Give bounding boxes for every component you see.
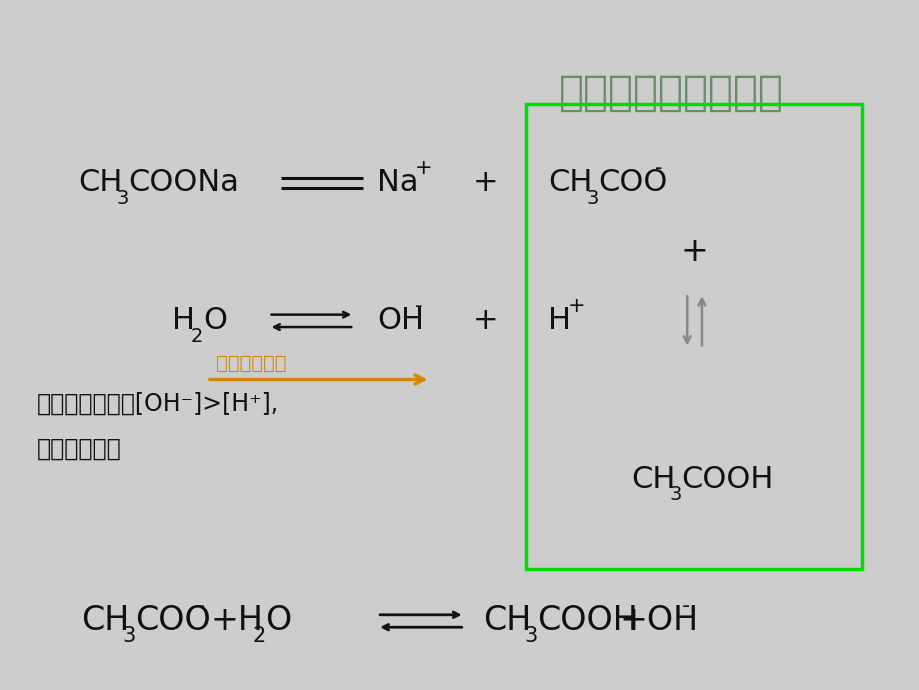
Text: H: H — [548, 306, 571, 335]
Text: CH: CH — [548, 168, 592, 197]
Text: Na: Na — [377, 168, 418, 197]
Text: -: - — [197, 596, 205, 615]
Text: -: - — [414, 296, 422, 315]
Text: 3: 3 — [524, 627, 537, 646]
Text: 3: 3 — [585, 188, 598, 208]
Text: 平衡向右移动: 平衡向右移动 — [216, 354, 287, 373]
Text: 一、盐类水解的原理: 一、盐类水解的原理 — [559, 72, 783, 114]
Text: 3: 3 — [122, 627, 135, 646]
Text: CH: CH — [78, 168, 122, 197]
Text: COOH: COOH — [681, 465, 773, 494]
Text: 2: 2 — [252, 627, 266, 646]
Text: +OH: +OH — [619, 604, 698, 638]
Text: H: H — [172, 306, 195, 335]
Text: +: + — [414, 158, 432, 177]
Text: +: + — [472, 168, 498, 197]
Text: COO: COO — [597, 168, 667, 197]
Text: 2: 2 — [191, 326, 203, 346]
Text: 所以导致溶液中[OH⁻]>[H⁺],: 所以导致溶液中[OH⁻]>[H⁺], — [37, 392, 278, 415]
Text: O: O — [265, 604, 291, 638]
Text: COONa: COONa — [128, 168, 239, 197]
Text: 溶液显碱性。: 溶液显碱性。 — [37, 437, 121, 460]
Text: +: + — [680, 235, 708, 268]
Text: OH: OH — [377, 306, 424, 335]
Text: O: O — [203, 306, 227, 335]
Text: 3: 3 — [116, 188, 129, 208]
Text: CH: CH — [81, 604, 129, 638]
Text: -: - — [654, 158, 662, 177]
Text: -: - — [681, 596, 689, 615]
Text: 3: 3 — [669, 485, 681, 504]
Text: CH: CH — [631, 465, 675, 494]
Text: COOH: COOH — [537, 604, 637, 638]
Text: +H: +H — [210, 604, 264, 638]
Text: +: + — [472, 306, 498, 335]
Text: +: + — [567, 296, 584, 315]
Bar — [526, 104, 861, 569]
Text: COO: COO — [135, 604, 210, 638]
Text: CH: CH — [482, 604, 530, 638]
